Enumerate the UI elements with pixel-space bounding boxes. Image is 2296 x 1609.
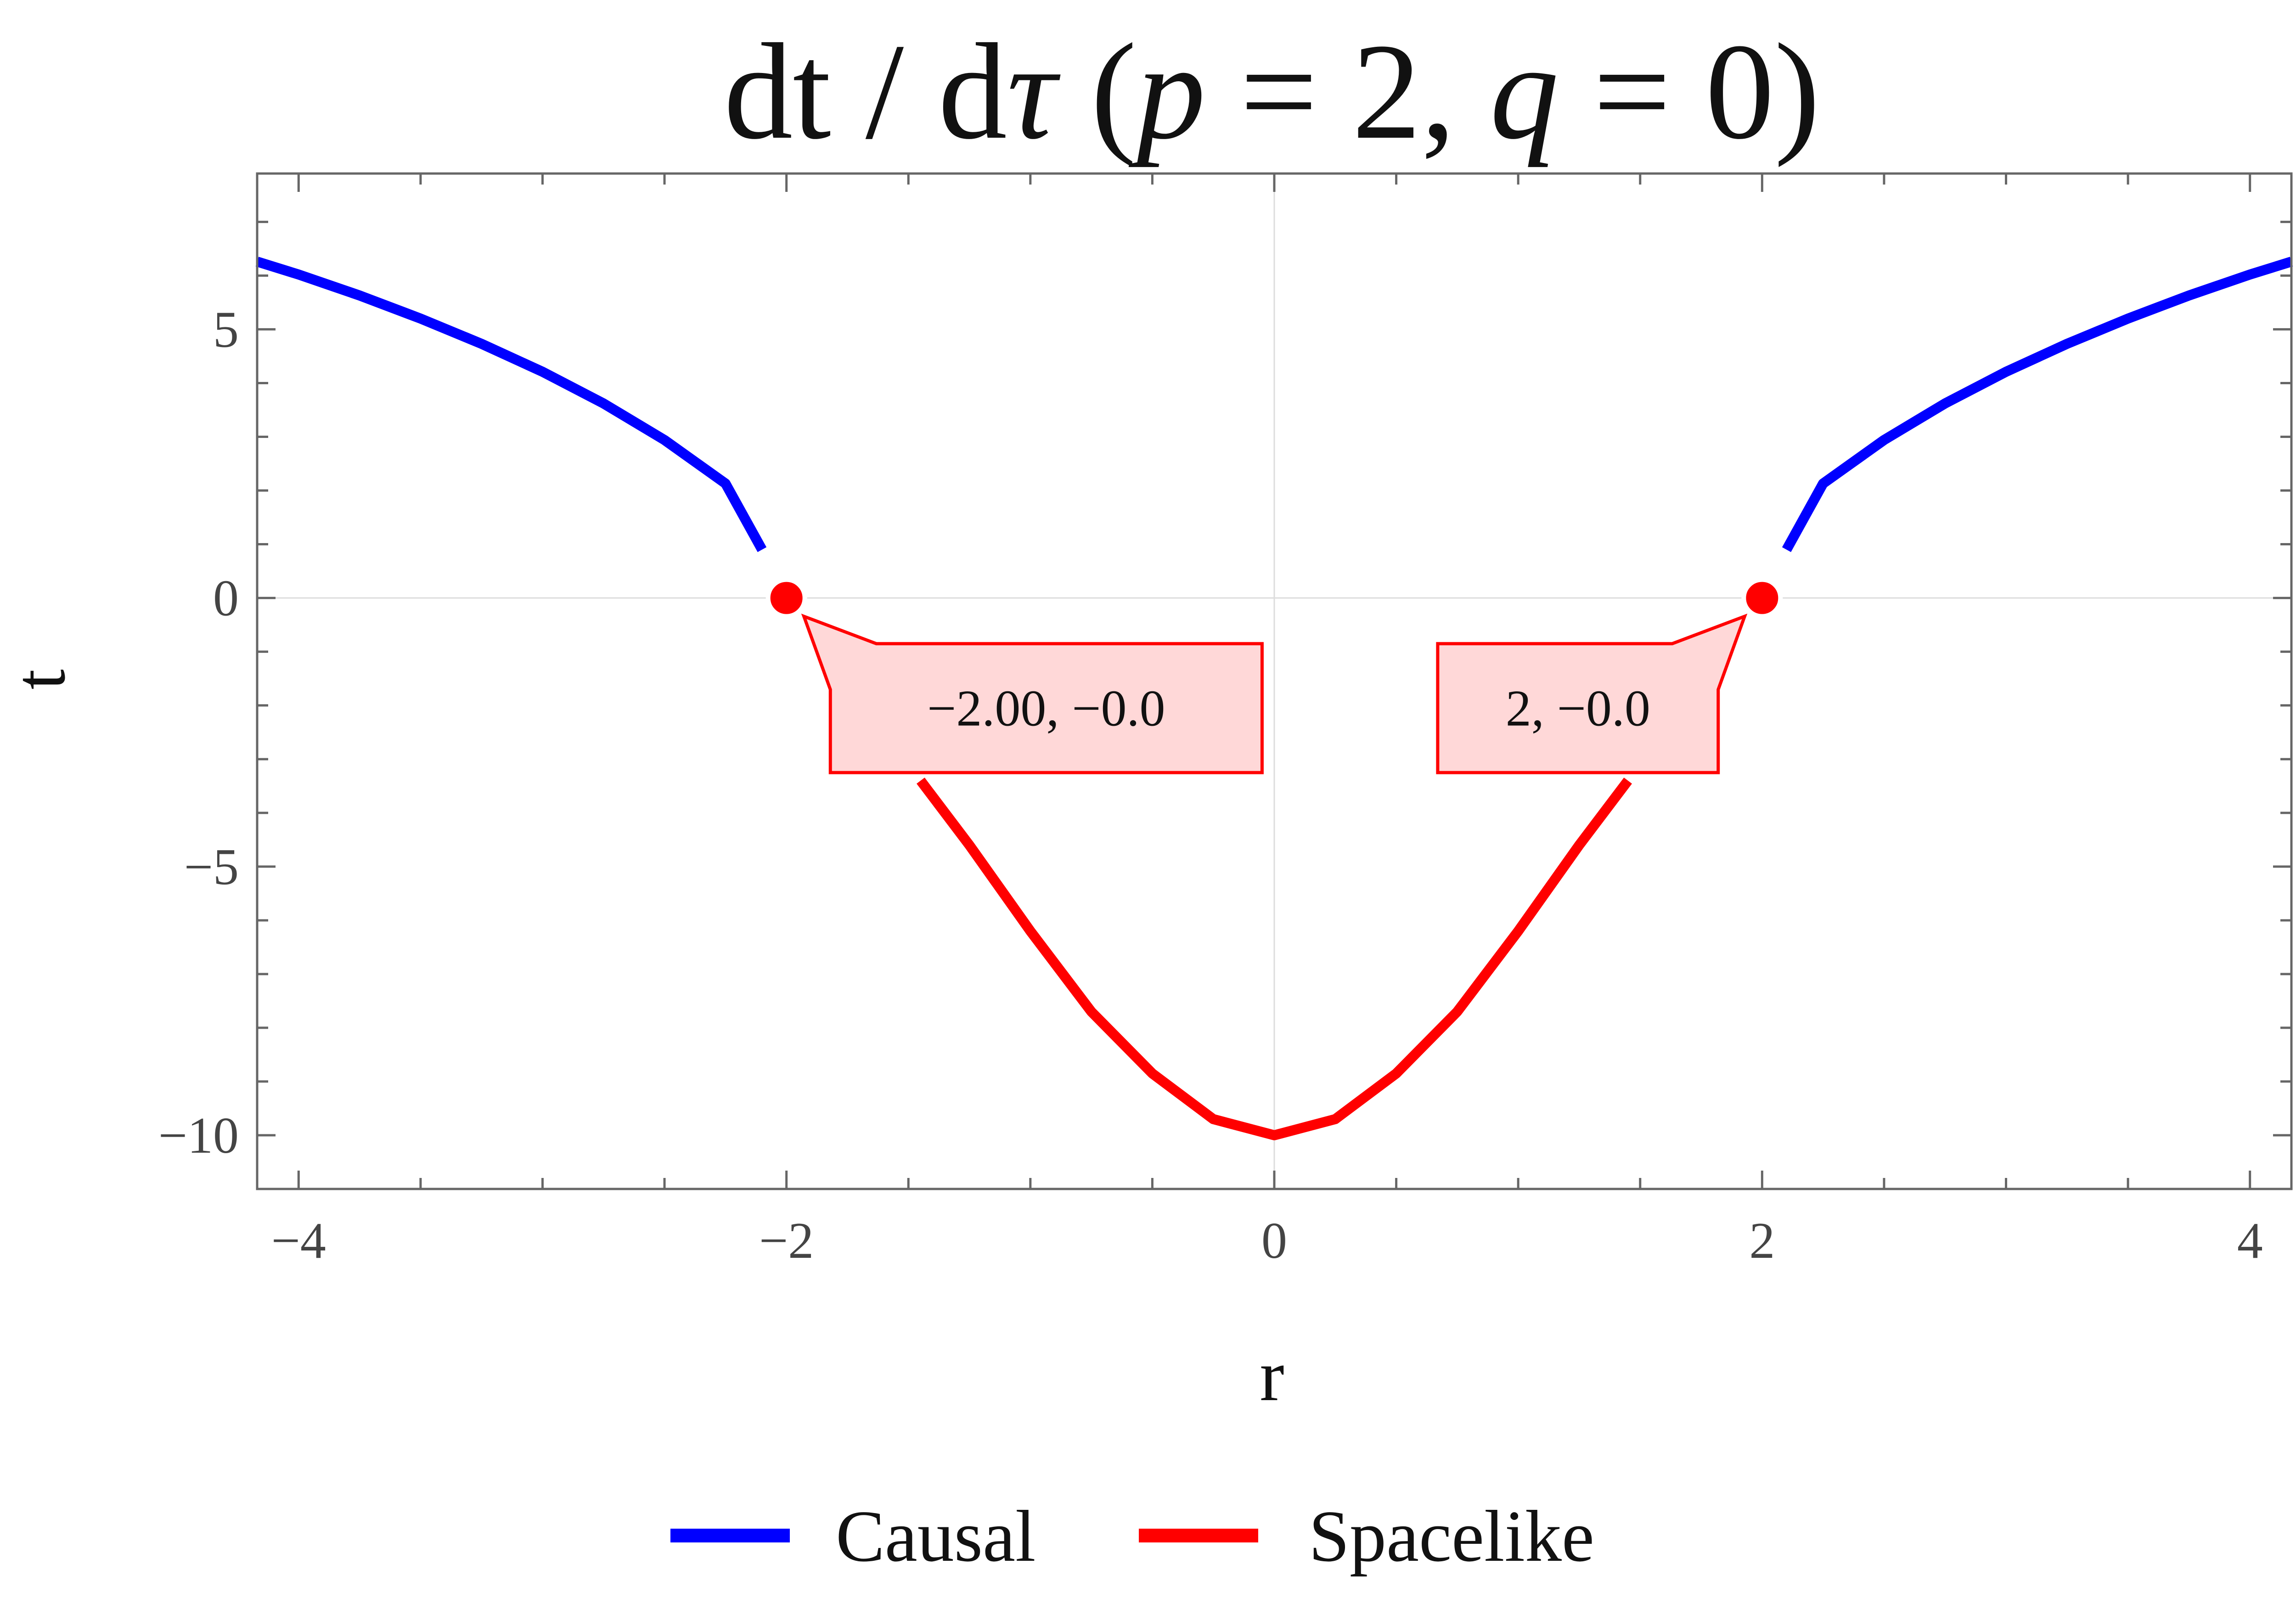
legend-label-causal: Causal bbox=[836, 1495, 1035, 1577]
x-axis-label: r bbox=[1260, 1334, 1284, 1416]
tick-labels: −4 −2 0 2 4 5 0 −5 −10 bbox=[158, 301, 2263, 1269]
y-tick-label: −5 bbox=[184, 839, 239, 896]
x-tick-label: 4 bbox=[2237, 1212, 2263, 1269]
grid-lines bbox=[257, 174, 2291, 1189]
title-q: q bbox=[1490, 15, 1559, 168]
callout-1: 2, −0.0 bbox=[1436, 613, 1748, 774]
series-causal-segment-0 bbox=[255, 257, 767, 552]
callout-label-0: −2.00, −0.0 bbox=[927, 680, 1165, 737]
callout-box-1 bbox=[1436, 613, 1748, 774]
y-tick-label: −10 bbox=[158, 1107, 239, 1164]
series-spacelike-segment-0 bbox=[917, 777, 1632, 1140]
y-axis-label: t bbox=[0, 669, 80, 690]
title-open: ( bbox=[1056, 15, 1137, 168]
point-callouts: −2.00, −0.0 2, −0.0 bbox=[801, 613, 1748, 774]
legend-label-spacelike: Spacelike bbox=[1309, 1495, 1594, 1577]
x-tick-label: −4 bbox=[271, 1212, 326, 1269]
chart-title: dt / dτ (p = 2, q = 0) bbox=[724, 15, 1820, 168]
x-tick-label: 2 bbox=[1749, 1212, 1775, 1269]
title-p-eq: = 2, bbox=[1205, 15, 1490, 168]
marked-point-1 bbox=[1741, 577, 1783, 619]
callout-label-1: 2, −0.0 bbox=[1506, 680, 1650, 737]
legend: Causal Spacelike bbox=[670, 1495, 1594, 1577]
title-p: p bbox=[1128, 15, 1206, 168]
title-q-eq: = 0) bbox=[1559, 15, 1820, 168]
series-causal-segment-1 bbox=[1782, 257, 2293, 552]
axis-ticks bbox=[257, 174, 2291, 1190]
title-prefix: dt / d bbox=[724, 15, 1007, 168]
callout-box-0 bbox=[801, 613, 1264, 774]
marked-point-0 bbox=[765, 577, 807, 619]
curves bbox=[255, 257, 2293, 1140]
callout-0: −2.00, −0.0 bbox=[801, 613, 1264, 774]
x-tick-label: 0 bbox=[1261, 1212, 1287, 1269]
y-tick-label: 5 bbox=[213, 301, 239, 358]
x-tick-label: −2 bbox=[759, 1212, 814, 1269]
title-tau: τ bbox=[1007, 15, 1061, 168]
y-tick-label: 0 bbox=[213, 570, 239, 627]
marked-points bbox=[765, 577, 1783, 619]
